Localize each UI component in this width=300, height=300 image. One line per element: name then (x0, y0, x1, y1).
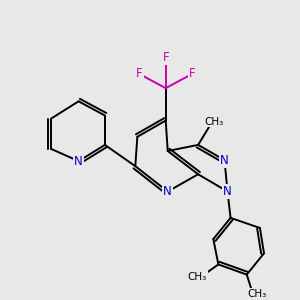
Text: CH₃: CH₃ (247, 289, 266, 299)
Text: CH₃: CH₃ (205, 117, 224, 127)
Text: N: N (164, 185, 172, 198)
Text: N: N (220, 154, 229, 166)
Text: N: N (223, 185, 232, 198)
Text: F: F (136, 68, 143, 80)
Text: CH₃: CH₃ (188, 272, 207, 282)
Text: F: F (162, 51, 169, 64)
Text: N: N (74, 154, 83, 168)
Text: F: F (189, 68, 195, 80)
